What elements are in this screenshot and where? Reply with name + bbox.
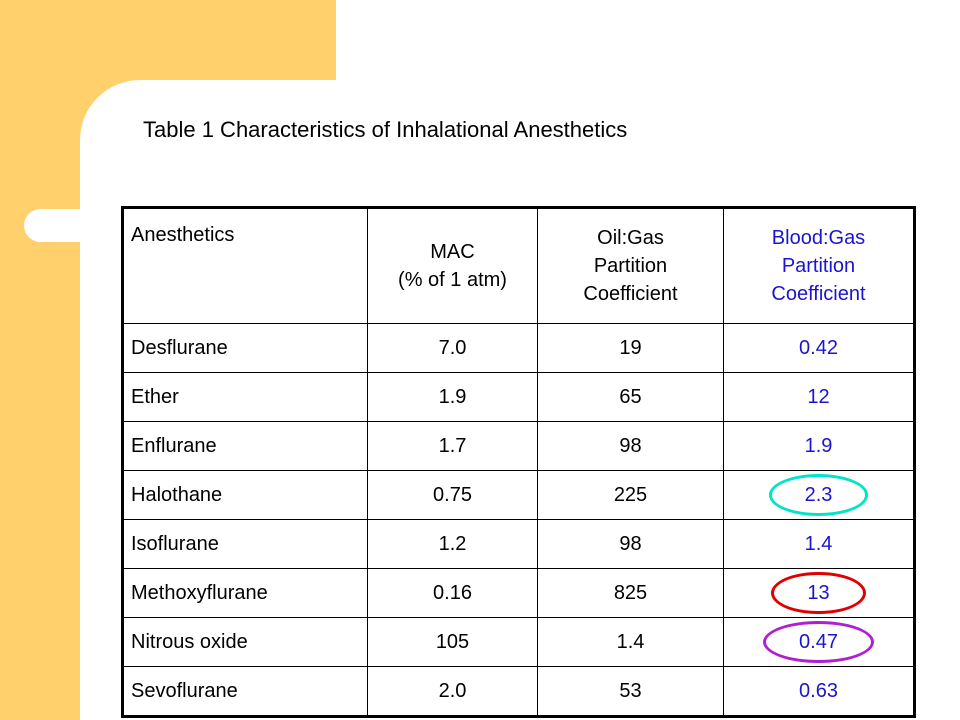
cell-name: Enflurane bbox=[122, 421, 368, 471]
table-row: Desflurane 7.0 19 0.42 bbox=[122, 323, 915, 373]
circled-value: 0.47 bbox=[763, 621, 874, 663]
cell-blood-gas: 0.63 bbox=[723, 666, 915, 717]
cell-name: Ether bbox=[122, 372, 368, 422]
table-row: Nitrous oxide 105 1.4 0.47 bbox=[122, 617, 915, 667]
cell-oil-gas: 98 bbox=[537, 519, 724, 569]
header-oil-gas: Oil:Gas Partition Coefficient bbox=[537, 207, 724, 324]
top-accent-band bbox=[80, 0, 336, 80]
header-oil-gas-line3: Coefficient bbox=[583, 283, 678, 305]
cell-oil-gas: 53 bbox=[537, 666, 724, 717]
table-row: Sevoflurane 2.0 53 0.63 bbox=[122, 666, 915, 717]
cell-oil-gas: 65 bbox=[537, 372, 724, 422]
cell-mac: 1.2 bbox=[367, 519, 538, 569]
circled-value-text: 13 bbox=[807, 582, 830, 604]
cell-mac: 7.0 bbox=[367, 323, 538, 373]
cell-oil-gas: 225 bbox=[537, 470, 724, 520]
header-blood-gas-line2: Partition bbox=[781, 255, 856, 277]
circled-value: 2.3 bbox=[768, 474, 869, 516]
table-row: Ether 1.9 65 12 bbox=[122, 372, 915, 422]
header-anesthetics: Anesthetics bbox=[122, 207, 368, 324]
cell-blood-gas: 13 bbox=[723, 568, 915, 618]
cell-blood-gas: 1.9 bbox=[723, 421, 915, 471]
cell-blood-gas: 1.4 bbox=[723, 519, 915, 569]
header-oil-gas-line2: Partition bbox=[593, 255, 668, 277]
circled-value-text: 0.47 bbox=[799, 631, 838, 653]
cell-oil-gas: 825 bbox=[537, 568, 724, 618]
cell-mac: 1.7 bbox=[367, 421, 538, 471]
cell-mac: 0.16 bbox=[367, 568, 538, 618]
cell-name: Sevoflurane bbox=[122, 666, 368, 717]
table-header-row: Anesthetics MAC (% of 1 atm) Oil:Gas Par… bbox=[122, 207, 915, 324]
cell-blood-gas: 12 bbox=[723, 372, 915, 422]
cell-name: Nitrous oxide bbox=[122, 617, 368, 667]
cell-mac: 0.75 bbox=[367, 470, 538, 520]
table-row: Enflurane 1.7 98 1.9 bbox=[122, 421, 915, 471]
header-blood-gas-line1: Blood:Gas bbox=[771, 227, 866, 249]
table-row: Methoxyflurane 0.16 825 13 bbox=[122, 568, 915, 618]
side-tab-notch bbox=[24, 209, 80, 242]
left-accent-band bbox=[0, 0, 80, 720]
header-blood-gas-line3: Coefficient bbox=[771, 283, 866, 305]
cell-name: Desflurane bbox=[122, 323, 368, 373]
corner-curve bbox=[80, 80, 200, 200]
cell-blood-gas: 0.42 bbox=[723, 323, 915, 373]
header-oil-gas-line1: Oil:Gas bbox=[597, 227, 664, 249]
cell-name: Halothane bbox=[122, 470, 368, 520]
header-mac-line1: MAC bbox=[430, 241, 475, 263]
circled-value-text: 2.3 bbox=[804, 484, 833, 506]
header-mac-line2: (% of 1 atm) bbox=[398, 269, 507, 291]
table-row: Halothane 0.75 225 2.3 bbox=[122, 470, 915, 520]
cell-oil-gas: 1.4 bbox=[537, 617, 724, 667]
header-mac: MAC (% of 1 atm) bbox=[367, 207, 538, 324]
cell-name: Isoflurane bbox=[122, 519, 368, 569]
table-row: Isoflurane 1.2 98 1.4 bbox=[122, 519, 915, 569]
cell-oil-gas: 19 bbox=[537, 323, 724, 373]
table-title: Table 1 Characteristics of Inhalational … bbox=[143, 117, 628, 142]
cell-name: Methoxyflurane bbox=[122, 568, 368, 618]
cell-mac: 105 bbox=[367, 617, 538, 667]
anesthetics-table: Anesthetics MAC (% of 1 atm) Oil:Gas Par… bbox=[121, 206, 916, 718]
cell-mac: 2.0 bbox=[367, 666, 538, 717]
cell-oil-gas: 98 bbox=[537, 421, 724, 471]
cell-mac: 1.9 bbox=[367, 372, 538, 422]
cell-blood-gas: 2.3 bbox=[723, 470, 915, 520]
header-blood-gas: Blood:Gas Partition Coefficient bbox=[723, 207, 915, 324]
cell-blood-gas: 0.47 bbox=[723, 617, 915, 667]
circled-value: 13 bbox=[771, 572, 866, 614]
